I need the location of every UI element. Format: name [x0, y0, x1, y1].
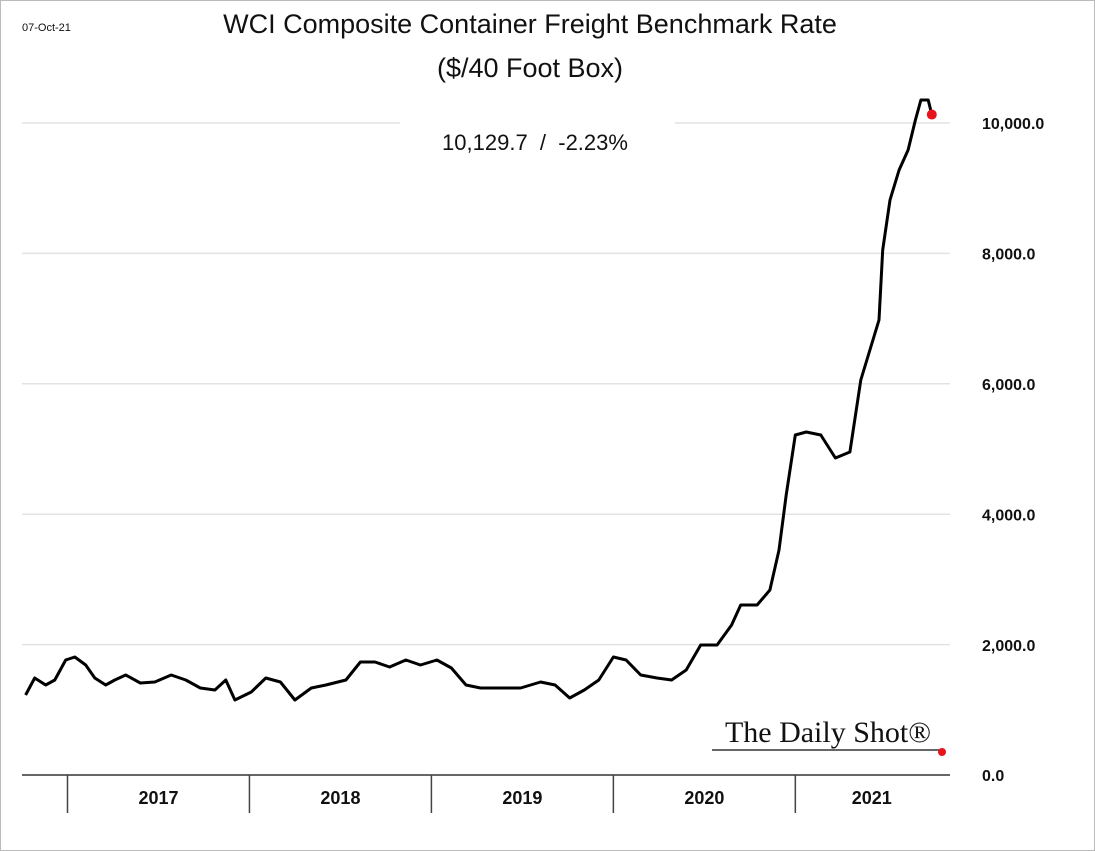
y-tick-label: 10,000.0: [982, 116, 1044, 133]
source-logo: The Daily Shot®: [725, 716, 931, 749]
y-tick-label: 6,000.0: [982, 377, 1035, 394]
annotation: 10,129.7 / -2.23%: [442, 130, 628, 155]
x-tick-label: 2017: [138, 788, 178, 808]
y-tick-label: 8,000.0: [982, 247, 1035, 264]
x-tick-label: 2018: [320, 788, 360, 808]
y-tick-label: 2,000.0: [982, 638, 1035, 655]
annotation-bg: [400, 118, 675, 168]
y-tick-label: 4,000.0: [982, 507, 1035, 524]
x-tick-label: 2021: [852, 788, 892, 808]
date-label: 07-Oct-21: [22, 22, 71, 34]
chart-subtitle: ($/40 Foot Box): [437, 53, 623, 83]
logo-dot: [938, 748, 946, 756]
x-tick-label: 2020: [684, 788, 724, 808]
chart-title: WCI Composite Container Freight Benchmar…: [223, 9, 837, 39]
last-point: [926, 109, 937, 120]
y-tick-label: 0.0: [982, 768, 1004, 785]
x-tick-label: 2019: [502, 788, 542, 808]
line: [24, 98, 934, 702]
